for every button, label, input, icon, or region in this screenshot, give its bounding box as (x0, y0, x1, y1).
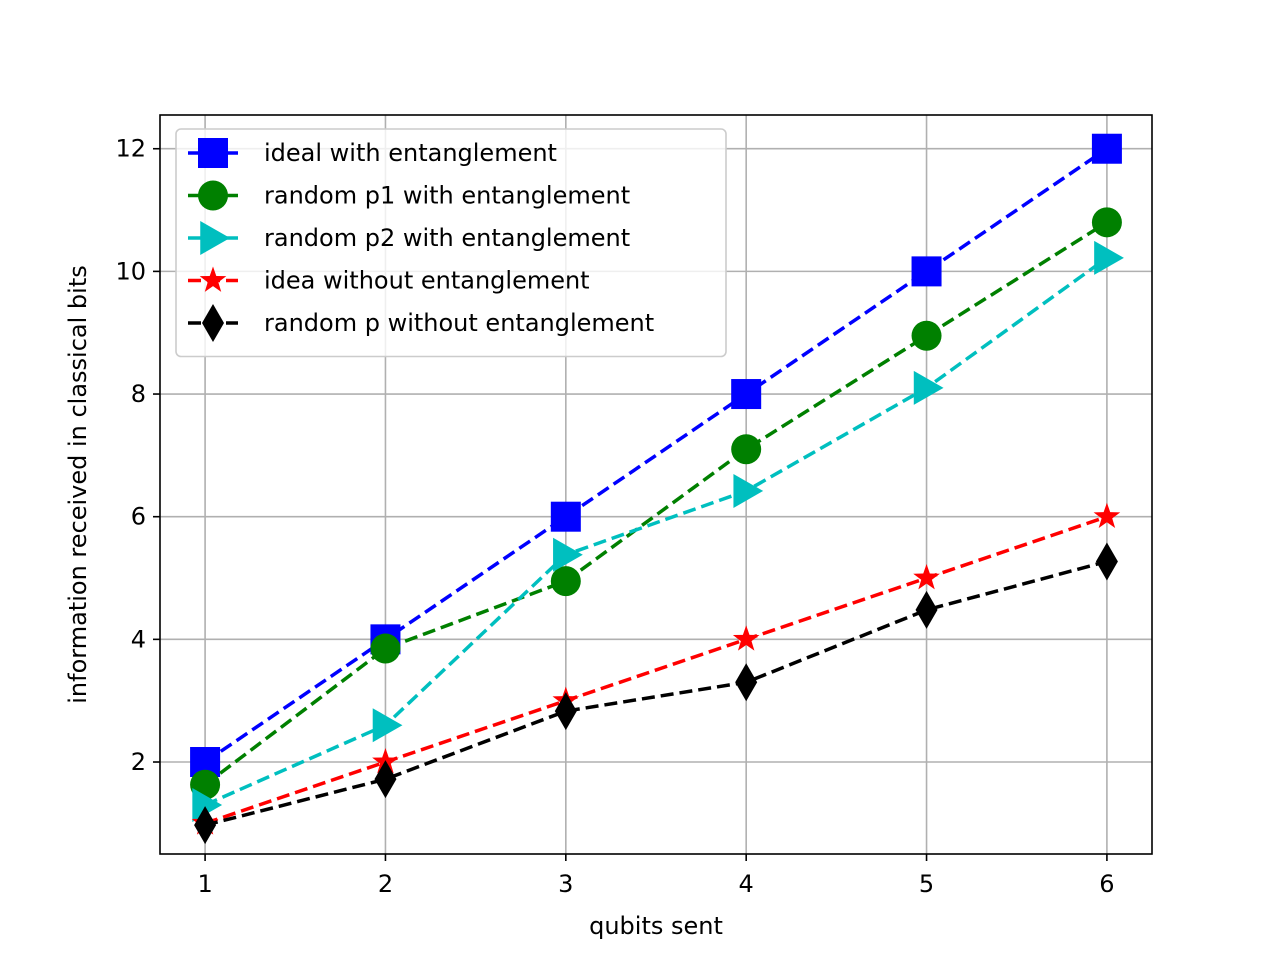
y-axis-label: information received in classical bits (64, 265, 92, 703)
square-marker (911, 256, 942, 287)
star-marker (199, 266, 227, 292)
series-1 (190, 133, 1122, 778)
triangle-marker (553, 537, 583, 572)
diamond-marker (374, 760, 397, 799)
series-line (204, 559, 1108, 827)
x-tick-label: 6 (1099, 870, 1114, 898)
triangle-marker (192, 787, 223, 822)
star-marker (732, 625, 760, 651)
diamond-marker (735, 663, 758, 702)
circle-marker (911, 320, 942, 351)
y-tick-label: 10 (115, 257, 146, 285)
series-5 (194, 542, 1118, 845)
y-tick-label: 6 (131, 503, 146, 531)
circle-marker (731, 434, 762, 465)
series-3 (192, 240, 1124, 822)
square-marker (550, 501, 581, 532)
legend-entry: random p without entanglement (188, 304, 654, 342)
legend-label: ideal with entanglement (264, 139, 557, 167)
diamond-marker (915, 590, 938, 629)
legend-box (175, 128, 727, 358)
legend: ideal with entanglement random p1 with en… (175, 128, 727, 358)
series-line (204, 256, 1108, 807)
circle-marker (198, 180, 228, 211)
square-marker (1091, 133, 1122, 164)
triangle-marker (733, 473, 764, 508)
legend-label: random p1 with entanglement (264, 182, 630, 210)
x-tick-label: 3 (558, 870, 573, 898)
circle-marker (1091, 207, 1122, 238)
legend-label: random p2 with entanglement (264, 224, 630, 252)
triangle-marker (200, 221, 230, 255)
plot-frame (159, 114, 1153, 855)
y-tick-label: 8 (131, 380, 146, 408)
y-tick-label: 12 (115, 135, 146, 163)
diamond-marker (202, 304, 224, 342)
star-marker (913, 564, 940, 590)
triangle-marker (913, 370, 944, 405)
x-tick-label: 4 (739, 870, 754, 898)
x-tick-label: 5 (919, 870, 934, 898)
diamond-marker (1095, 542, 1118, 581)
y-tick-label: 4 (131, 625, 146, 653)
square-marker (198, 138, 228, 168)
y-tick-label: 2 (131, 748, 146, 776)
legend-entry: random p1 with entanglement (188, 180, 630, 211)
diamond-marker (194, 806, 217, 845)
series-line (204, 147, 1108, 764)
triangle-marker (1094, 240, 1124, 275)
diamond-marker (554, 692, 577, 731)
legend-entry: idea without entanglement (188, 266, 590, 295)
circle-marker (550, 566, 581, 597)
triangle-marker (372, 708, 403, 743)
legend-label: random p without entanglement (264, 309, 654, 337)
x-axis-label: qubits sent (589, 912, 723, 940)
legend-entry: ideal with entanglement (188, 138, 557, 168)
legend-label: idea without entanglement (264, 267, 590, 295)
x-tick-label: 1 (197, 870, 212, 898)
series-lines (190, 133, 1124, 845)
star-marker (1093, 502, 1121, 529)
series-2 (190, 207, 1122, 800)
series-line (204, 515, 1108, 825)
square-marker (731, 379, 762, 410)
x-tick-label: 2 (378, 870, 393, 898)
legend-entry: random p2 with entanglement (188, 221, 630, 255)
circle-marker (370, 633, 401, 664)
